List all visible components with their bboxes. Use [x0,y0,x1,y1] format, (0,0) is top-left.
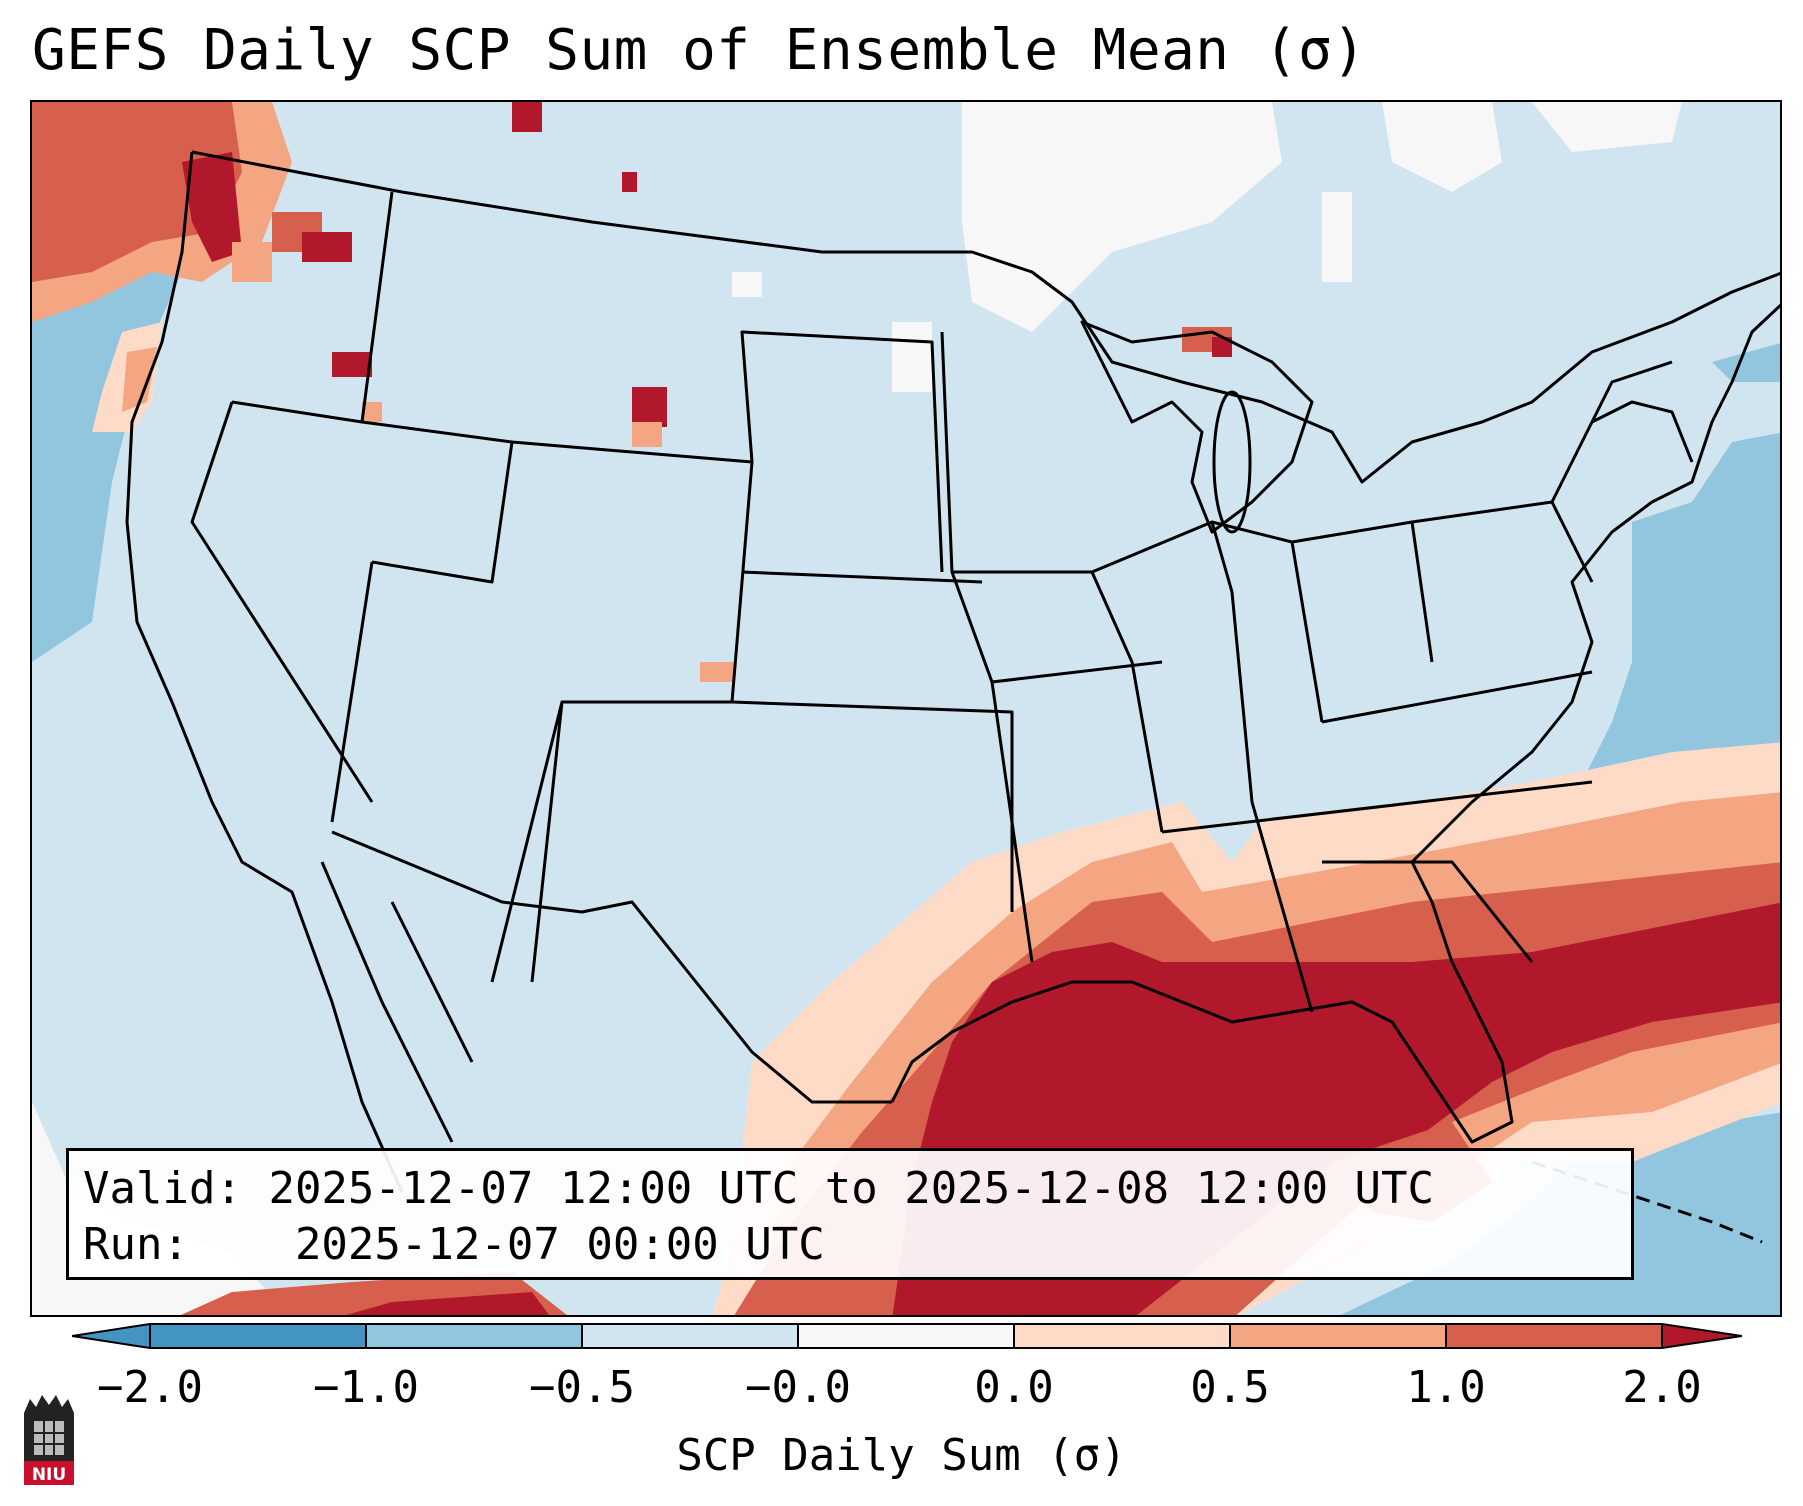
pacific-northwest-positive-field [32,102,1232,682]
colorbar-left-extension [72,1324,150,1348]
colorbar-tick-label: 0.5 [1190,1362,1270,1413]
great-lakes [1080,320,1314,534]
colorbar-segment [1446,1324,1662,1348]
cuba [1531,1160,1763,1244]
map-panel [30,100,1782,1317]
colorbar-segment [366,1324,582,1348]
colorbar-segment [150,1324,366,1348]
run-time: 2025-12-07 00:00 UTC [294,1219,825,1270]
colorbar-tick-label: 2.0 [1622,1362,1702,1413]
run-label: Run: [83,1219,189,1270]
boundaries [125,150,1780,1244]
logo-text: NIU [32,1465,66,1485]
map-title: GEFS Daily SCP Sum of Ensemble Mean (σ) [32,18,1367,83]
mexico-baja [320,861,474,1143]
colorbar-segment [1230,1324,1446,1348]
us-canada-border [191,150,1780,484]
east-coast [1410,303,1780,864]
colorbar-tick-label: −1.0 [313,1362,419,1413]
colorbar-label: SCP Daily Sum (σ) [676,1430,1127,1481]
valid-label: Valid: [83,1163,242,1214]
colorbar-tick-label: 0.0 [974,1362,1054,1413]
colorbar-tick-label: −0.5 [529,1362,635,1413]
gulf-coast [890,861,1514,1144]
neutral-field-canada [732,102,1682,392]
colorbar-segment [1014,1324,1230,1348]
colorbar-tick-label: −2.0 [97,1362,203,1413]
us-mexico-border [331,830,892,1104]
colorbar-tick-label: 1.0 [1406,1362,1486,1413]
state-lines-northeast [1411,360,1694,583]
valid-time-range: 2025-12-07 12:00 UTC to 2025-12-08 12:00… [268,1163,1435,1214]
colorbar-tick-label: −0.0 [745,1362,851,1413]
colorbar-right-extension [1662,1324,1742,1348]
lake-michigan [1212,390,1252,534]
colorbar-segment [582,1324,798,1348]
us-west-coast [125,151,404,1193]
colorbar-ticks [149,1324,1663,1349]
map-canvas [32,102,1780,1315]
colorbar [72,1323,1742,1349]
colorbar-segment [798,1324,1014,1348]
niu-logo: NIU [24,1395,74,1485]
state-lines-west [190,191,1014,983]
validity-info-box: Valid: 2025-12-07 12:00 UTC to 2025-12-0… [66,1148,1634,1280]
